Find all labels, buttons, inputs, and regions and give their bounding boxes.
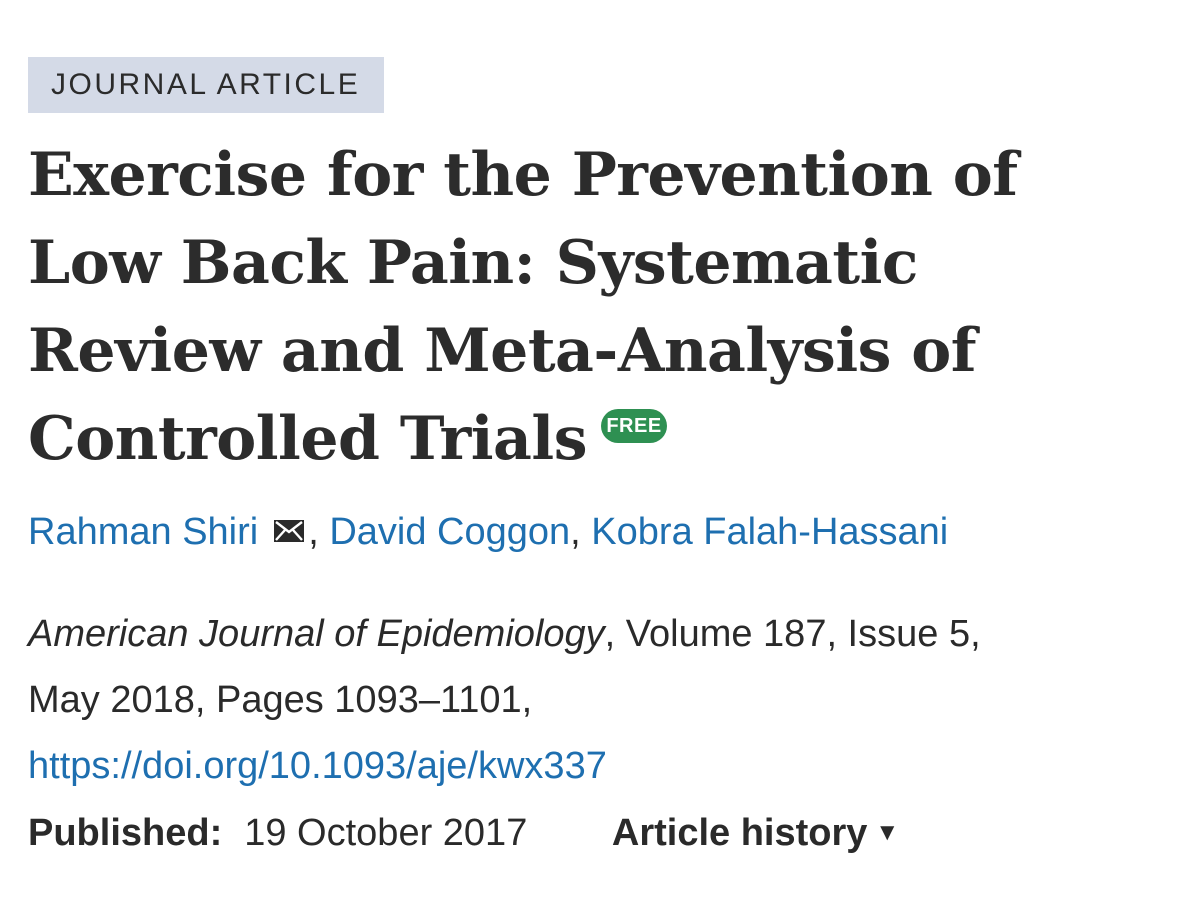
doi-link[interactable]: https://doi.org/10.1093/aje/kwx337 bbox=[28, 744, 607, 787]
author-list: Rahman Shiri, David Coggon, Kobra Falah-… bbox=[28, 507, 1178, 559]
author-separator: , bbox=[308, 511, 319, 553]
free-access-badge: FREE bbox=[600, 408, 667, 443]
title-line: Review and Meta-Analysis of bbox=[28, 316, 977, 386]
mail-icon[interactable] bbox=[274, 505, 305, 555]
article-type-badge: JOURNAL ARTICLE bbox=[28, 57, 385, 113]
published-date: 19 October 2017 bbox=[244, 811, 528, 854]
journal-name: American Journal of Epidemiology bbox=[28, 612, 605, 655]
author-link-rahman-shiri[interactable]: Rahman Shiri bbox=[28, 511, 259, 553]
article-title: Exercise for the Prevention of Low Back … bbox=[28, 131, 1178, 483]
author-link-kobra-falah-hassani[interactable]: Kobra Falah-Hassani bbox=[591, 511, 949, 553]
article-history-toggle[interactable]: Article history ▼ bbox=[612, 803, 899, 865]
date-pages: May 2018, Pages 1093–1101, bbox=[28, 678, 533, 721]
author-separator: , bbox=[570, 511, 581, 553]
author-link-david-coggon[interactable]: David Coggon bbox=[329, 511, 571, 553]
publication-info: Published: 19 October 2017 Article histor… bbox=[28, 803, 1178, 865]
article-history-label: Article history bbox=[611, 811, 868, 854]
title-line: Low Back Pain: Systematic bbox=[28, 228, 918, 298]
title-line: Controlled Trials bbox=[28, 404, 587, 474]
volume-issue: , Volume 187, Issue 5, bbox=[604, 612, 981, 655]
title-line: Exercise for the Prevention of bbox=[28, 140, 1018, 210]
published-label: Published: bbox=[28, 811, 223, 854]
citation: American Journal of Epidemiology, Volume… bbox=[28, 601, 1178, 799]
article-header: JOURNAL ARTICLE Exercise for the Prevent… bbox=[28, 57, 1178, 865]
caret-down-icon: ▼ bbox=[875, 818, 900, 846]
